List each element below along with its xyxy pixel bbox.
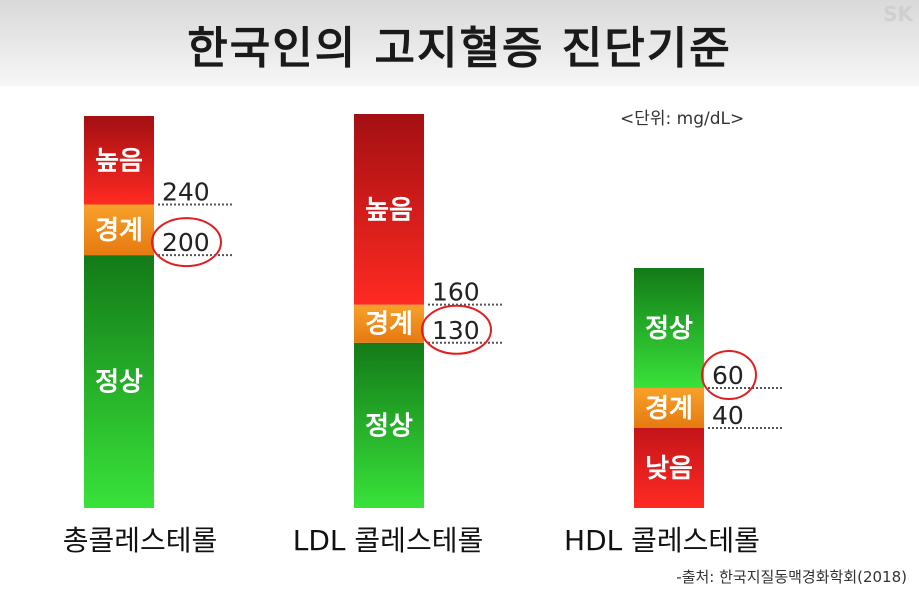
threshold-label: 130: [432, 316, 480, 345]
threshold-label: 200: [162, 228, 210, 257]
bar-segment: [84, 255, 154, 508]
highlight-circle: [701, 350, 757, 400]
highlight-circle: [421, 304, 492, 355]
bar-segment: [84, 204, 154, 256]
threshold-label: 240: [162, 178, 210, 207]
bar-segment: [634, 428, 704, 508]
page-title: 한국인의 고지혈증 진단기준: [187, 23, 732, 74]
corner-logo: SK: [883, 2, 913, 26]
segment-label: 경계: [95, 216, 143, 246]
bar-segment: [634, 388, 704, 428]
segment-label: 정상: [645, 314, 693, 344]
bar-segment: [354, 304, 424, 343]
segment-label: 높음: [95, 146, 143, 176]
category-label: LDL 콜레스테롤: [293, 524, 483, 557]
bar-segment: [84, 116, 154, 205]
segment-label: 경계: [365, 310, 413, 340]
category-label: HDL 콜레스테롤: [564, 524, 760, 557]
segment-label: 경계: [645, 394, 693, 424]
threshold-label: 60: [712, 361, 744, 390]
source-note: -출처: 한국지질동맥경화학회(2018): [676, 568, 907, 586]
bar-segment: [634, 268, 704, 388]
threshold-label: 160: [432, 278, 480, 307]
segment-label: 정상: [95, 368, 143, 398]
category-label: 총콜레스테롤: [63, 524, 218, 557]
segment-label: 높음: [365, 195, 413, 225]
highlight-circle: [151, 217, 222, 268]
bar-segment: [354, 342, 424, 508]
threshold-label: 40: [712, 401, 744, 430]
segment-label: 낮음: [645, 454, 693, 484]
title-band: [0, 0, 919, 86]
segment-label: 정상: [365, 411, 413, 441]
unit-label: <단위: mg/dL>: [620, 109, 745, 129]
bar-segment: [354, 114, 424, 305]
